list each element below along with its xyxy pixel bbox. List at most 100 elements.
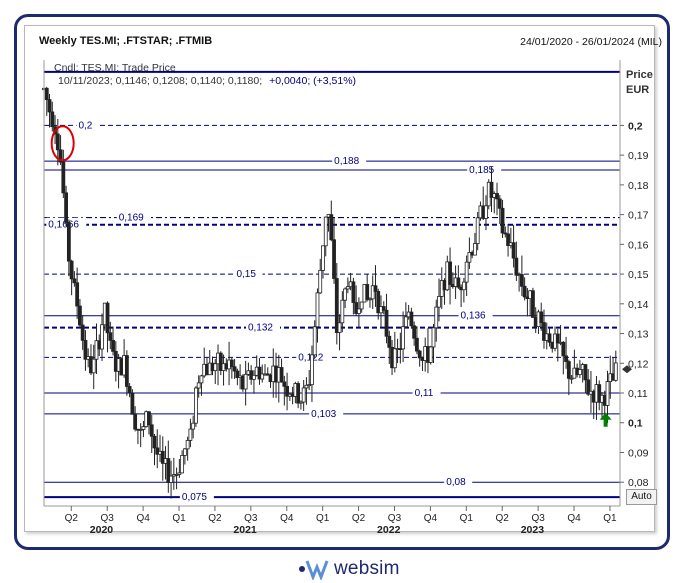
- candle-body: [542, 322, 546, 341]
- candle-body: [130, 392, 135, 415]
- candle-body: [381, 306, 386, 311]
- candle-body: [194, 387, 198, 424]
- candle-body: [597, 384, 602, 403]
- candle-body: [66, 222, 71, 262]
- candle-body: [577, 369, 582, 376]
- candle-body: [44, 87, 49, 100]
- y-tick-label: 0,08: [628, 477, 649, 489]
- candle-body: [127, 386, 132, 394]
- level-label: 0,136: [461, 311, 486, 322]
- candle-body: [497, 198, 502, 209]
- candle-body: [100, 324, 104, 350]
- candle-body: [312, 326, 317, 356]
- candle-body: [75, 282, 80, 307]
- level-label-bg: [412, 386, 441, 399]
- auto-scale-button[interactable]: Auto: [626, 489, 657, 505]
- candle-body: [345, 286, 350, 290]
- candle-body: [323, 216, 328, 247]
- x-tick-label: Q2: [496, 513, 510, 524]
- candle-body: [475, 217, 480, 244]
- candle-body: [503, 232, 508, 235]
- candle-body: [401, 326, 406, 350]
- candle-body: [500, 207, 505, 234]
- candle-body: [373, 285, 378, 292]
- level-label-bg: [234, 267, 263, 280]
- x-tick-label: Q4: [424, 513, 438, 524]
- candle-body: [613, 362, 618, 381]
- candle-body: [365, 284, 370, 300]
- candle-body: [232, 366, 237, 372]
- x-tick-label: Q4: [567, 513, 581, 524]
- candle-body: [307, 384, 312, 387]
- candle-body: [78, 305, 82, 326]
- time-axis: Q2 Q3 Q4 Q1 Q2 Q3 Q4 Q1 Q2 Q3 Q4 Q1 Q2 Q3 Q4 Q1 2020 2021…: [65, 506, 617, 536]
- x-tick-label: Q1: [172, 513, 186, 524]
- candle-body: [569, 377, 574, 380]
- candle-body: [213, 363, 218, 372]
- candle-body: [506, 233, 510, 246]
- candle-body: [94, 340, 99, 360]
- candle-body: [514, 257, 519, 276]
- candle-body: [495, 193, 499, 200]
- x-tick-label: Q1: [603, 513, 617, 524]
- candle-body: [265, 373, 270, 376]
- price-axis: 0,09 0,1 0,11 0,12 0,13 0,14 0,15 0,16 0,17 0,18 0…: [43, 60, 649, 507]
- candle-body: [489, 181, 494, 198]
- signal-arrow-icon: [599, 412, 612, 427]
- level-label-bg: [245, 320, 280, 333]
- candle-body: [522, 285, 527, 298]
- y-tick-label: 0,16: [628, 239, 649, 251]
- websim-logo: websim: [296, 557, 400, 581]
- y-tick-label: 0,15: [628, 269, 649, 281]
- candle-body: [583, 364, 588, 381]
- candle-body: [531, 290, 535, 318]
- candle-body: [387, 335, 392, 348]
- candle-body: [260, 373, 265, 380]
- candle-body: [428, 346, 433, 363]
- candle-body: [467, 252, 472, 263]
- candle-body: [376, 291, 381, 314]
- x-year-label: 2021: [233, 524, 257, 536]
- level-label: 0,15: [236, 269, 256, 280]
- candle-body: [80, 324, 85, 341]
- candle-body: [152, 435, 157, 449]
- level-label-bg: [458, 308, 493, 321]
- level-label: 0,075: [182, 492, 207, 503]
- y-tick-label: 0,19: [628, 150, 649, 162]
- x-tick-label: Q1: [460, 513, 474, 524]
- candle-body: [279, 367, 284, 383]
- x-year-label: 2023: [521, 524, 545, 536]
- candle-body: [473, 243, 477, 256]
- candle-body: [409, 311, 414, 327]
- candle-body: [412, 325, 417, 339]
- candle-body: [61, 161, 66, 194]
- level-label: 0,2: [78, 120, 92, 131]
- candle-body: [561, 341, 566, 357]
- y-tick-label: 0,17: [628, 210, 649, 222]
- chart-panel: [24, 25, 655, 532]
- candle-body: [566, 361, 571, 379]
- candle-body: [252, 374, 256, 380]
- candle-body: [83, 339, 88, 360]
- level-label: 0,185: [469, 165, 494, 176]
- legend-ohlc: 10/11/2023; 0,1146; 0,1208; 0,1140; 0,11…: [58, 75, 262, 87]
- candle-body: [456, 277, 461, 288]
- candle-body: [257, 366, 262, 380]
- candle-body: [177, 472, 182, 475]
- level-lines: 0,2 0,188 0,185 0,169 0,1666 0,15 0,136 0,132 0,…: [44, 70, 620, 503]
- date-range: 24/01/2020 - 26/01/2024 (MIL): [520, 36, 662, 48]
- candle-body: [105, 302, 110, 334]
- candle-body: [166, 458, 171, 483]
- candle-body: [69, 260, 74, 280]
- level-label-bg: [309, 406, 344, 419]
- candle-body: [511, 242, 516, 259]
- legend-line-2: 10/11/2023; 0,1146; 0,1208; 0,1140; 0,11…: [58, 75, 356, 87]
- candle-body: [91, 358, 96, 374]
- candle-body: [133, 413, 138, 430]
- legend-change: +0,0040; (+3,51%): [269, 75, 356, 87]
- candle-body: [235, 370, 240, 379]
- candle-body: [218, 352, 223, 371]
- price-axis-label: Price: [626, 69, 653, 81]
- level-label-bg: [76, 118, 99, 131]
